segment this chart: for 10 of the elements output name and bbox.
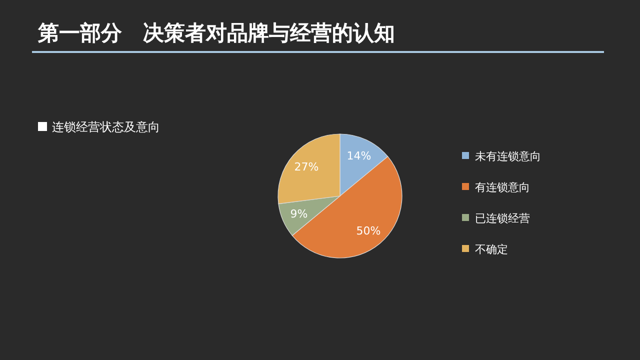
legend-label: 有连锁意向	[475, 181, 530, 194]
data-label: 14%	[346, 150, 372, 163]
legend-label: 已连锁经营	[475, 212, 530, 225]
data-label: 27%	[294, 160, 319, 174]
legend-label: 不确定	[475, 243, 508, 256]
data-label: 50%	[356, 224, 381, 238]
data-label: 9%	[290, 208, 308, 221]
text: 连锁经营状态及意向	[52, 120, 160, 134]
chart-title: 第一部分 决策者对品牌与经营的认知	[37, 21, 395, 45]
legend-label: 未有连锁意向	[475, 150, 541, 163]
